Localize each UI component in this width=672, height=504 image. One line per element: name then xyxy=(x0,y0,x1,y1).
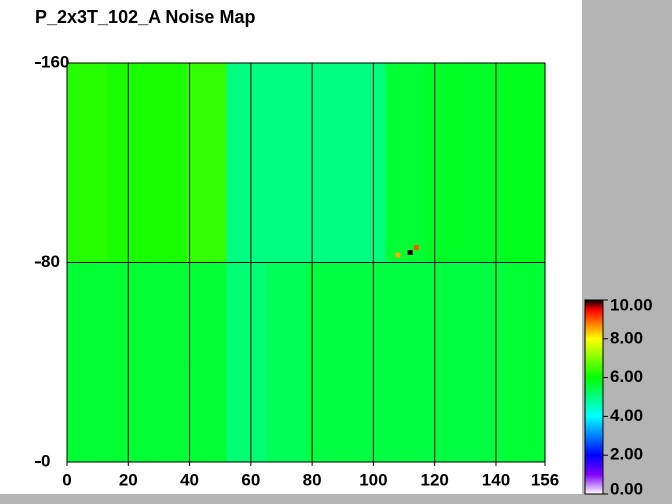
colorbar-tick-label: 4.00 xyxy=(610,406,643,425)
heatmap-cell xyxy=(67,162,108,263)
heatmap-cell xyxy=(505,162,546,263)
heatmap-cell xyxy=(385,262,426,363)
heatmap-cell xyxy=(306,63,347,164)
heatmap-cell xyxy=(186,262,227,363)
x-tick-label: 0 xyxy=(62,470,71,489)
heatmap-cell xyxy=(266,162,307,263)
x-tick-label: 60 xyxy=(241,470,260,489)
x-tick-label: 100 xyxy=(359,470,387,489)
colorbar-tick-label: 10.00 xyxy=(610,295,653,314)
heatmap-cell xyxy=(106,63,148,164)
heatmap-cell xyxy=(226,63,267,164)
heatmap-cell xyxy=(146,362,187,463)
heatmap-cell xyxy=(385,162,426,263)
heatmap-cell xyxy=(425,63,466,164)
heatmap-cell xyxy=(345,362,387,463)
heatmap-cell xyxy=(465,362,506,463)
heatmap-cell xyxy=(385,63,426,164)
heatmap-cell xyxy=(505,362,546,463)
heatmap-cell xyxy=(306,362,347,463)
colorbar-tick-label: 0.00 xyxy=(610,479,643,498)
heatmap-cell xyxy=(67,63,108,164)
heatmap-cell xyxy=(425,362,466,463)
hot-pixel xyxy=(407,250,413,256)
heatmap-cell xyxy=(345,162,387,263)
y-tick-label: 0 xyxy=(41,451,50,470)
heatmap-cell xyxy=(465,63,506,164)
heatmap-cell xyxy=(146,63,187,164)
heatmap-cell xyxy=(425,162,466,263)
heatmap-cell xyxy=(146,262,187,363)
heatmap-cell xyxy=(505,63,546,164)
x-tick-label: 156 xyxy=(531,470,559,489)
x-tick-label: 120 xyxy=(421,470,449,489)
hot-pixel xyxy=(395,252,401,258)
heatmap-cell xyxy=(186,63,227,164)
heatmap-cell xyxy=(226,362,267,463)
heatmap-cell xyxy=(306,262,347,363)
color-bar xyxy=(584,299,604,495)
heatmap-cell xyxy=(306,162,347,263)
heatmap-cell xyxy=(505,262,546,363)
x-tick-label: 140 xyxy=(482,470,510,489)
heatmap-cell xyxy=(106,262,148,363)
heatmap-cell xyxy=(146,162,187,263)
hot-pixel xyxy=(413,245,419,251)
colorbar-tick-label: 2.00 xyxy=(610,445,643,464)
heatmap-cell xyxy=(226,262,267,363)
y-tick-label: 80 xyxy=(41,252,60,271)
heatmap-cell xyxy=(226,162,267,263)
bottom-panel xyxy=(0,494,672,504)
colorbar-tick-label: 6.00 xyxy=(610,367,643,386)
heatmap-cell xyxy=(266,63,307,164)
heatmap-cell xyxy=(345,262,387,363)
heatmap-cell xyxy=(67,362,108,463)
heatmap-cell xyxy=(266,362,307,463)
x-tick-label: 20 xyxy=(119,470,138,489)
heatmap-cell xyxy=(106,362,148,463)
chart-title: P_2x3T_102_A Noise Map xyxy=(35,7,255,27)
heatmap-cell xyxy=(186,362,227,463)
heatmap-cell xyxy=(67,262,108,363)
heatmap-cell xyxy=(465,262,506,363)
x-tick-label: 80 xyxy=(303,470,322,489)
y-tick-label: 160 xyxy=(41,52,69,71)
colorbar-tick-label: 8.00 xyxy=(610,328,643,347)
heatmap-cell xyxy=(186,162,227,263)
x-tick-label: 40 xyxy=(180,470,199,489)
heatmap-cell xyxy=(266,262,307,363)
heatmap-cell xyxy=(425,262,466,363)
heatmap-cell xyxy=(106,162,148,263)
heatmap-cell xyxy=(385,362,426,463)
heatmap-cell xyxy=(465,162,506,263)
heatmap-cell xyxy=(345,63,387,164)
